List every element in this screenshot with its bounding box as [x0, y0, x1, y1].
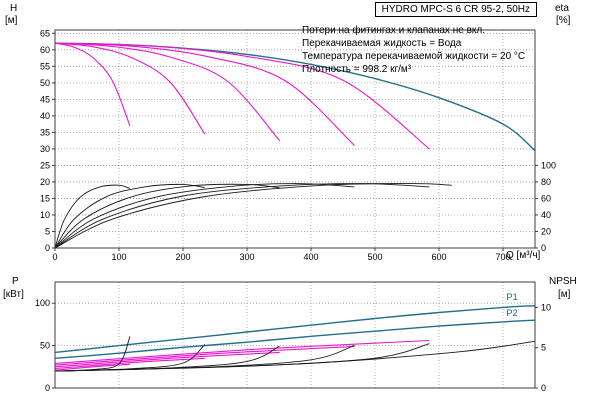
plot-frame — [54, 29, 536, 249]
grid-lines — [55, 30, 535, 248]
tick-labels: 0 5 10 15 20 25 30 35 40 45 50 55 60 65 0 20 40 60 80 100 0 1… — [40, 28, 556, 262]
curve-head-4-pumps — [55, 42, 355, 147]
eta-axis-unit: [%] — [556, 15, 571, 26]
curve-group — [55, 305, 535, 372]
annotation-P2: P2 — [506, 308, 518, 319]
curve-head-2-pumps — [55, 42, 206, 135]
curve-efficiency-5-pumps — [55, 183, 430, 248]
y-tick-label: 100 — [35, 298, 50, 308]
x-tick-label: 700 — [495, 252, 510, 262]
y-tick-label: 20 — [40, 177, 50, 187]
x-tick-label: 300 — [239, 252, 254, 262]
x-tick-label: 400 — [303, 252, 318, 262]
y-tick-label: 50 — [40, 78, 50, 88]
y2-tick-label: 80 — [541, 177, 551, 187]
flow-axis-label: Q [м³/ч] — [506, 250, 541, 261]
y-tick-label: 30 — [40, 144, 50, 154]
x-tick-label: 100 — [111, 252, 126, 262]
y-tick-label: 35 — [40, 127, 50, 137]
note-line-density: Плотность = 998.2 кг/м³ — [302, 64, 412, 75]
curve-efficiency-1-pump — [55, 184, 131, 248]
y2-tick-label: 0 — [541, 383, 546, 393]
note-line-temperature: Температура перекачиваемой жидкости = 20… — [302, 51, 526, 62]
curve-power-1-pump — [55, 363, 130, 371]
chart-title: HYDRO MPC-S 6 CR 95-2, 50Hz — [381, 4, 530, 15]
eta-axis-label: eta — [555, 3, 569, 14]
y-tick-label: 65 — [40, 28, 50, 38]
annotation-P1: P1 — [506, 292, 518, 303]
curve-npsh-6-pumps — [55, 340, 535, 372]
y-tick-label: 0 — [45, 383, 50, 393]
curve-head-5-pumps — [55, 42, 430, 150]
curve-power-3-pumps — [55, 351, 280, 368]
chart-title-box: HYDRO MPC-S 6 CR 95-2, 50Hz — [374, 2, 537, 17]
curve-efficiency-4-pumps — [55, 183, 355, 248]
head-axis-label: H — [10, 3, 18, 14]
y2-tick-label: 5 — [541, 343, 546, 353]
power-npsh-chart: 0 50 100 0 5 10 P1 P2 — [35, 281, 551, 393]
note-line-fittings: Потери на фитингах и клапанах не вкл. — [302, 25, 485, 36]
npsh-axis-label: NPSH — [549, 276, 577, 287]
curve-npsh-5-pumps — [55, 343, 430, 372]
x-tick-label: 600 — [431, 252, 446, 262]
npsh-axis-unit: [м] — [558, 289, 571, 300]
y-tick-label: 55 — [40, 61, 50, 71]
conditions-notes: Потери на фитингах и клапанах не вкл. Пе… — [302, 24, 525, 76]
curve-efficiency-3-pumps — [55, 183, 280, 248]
y2-tick-label: 20 — [541, 226, 551, 236]
curve-power-4-pumps — [55, 345, 355, 366]
power-axis-label: P — [12, 276, 19, 287]
head-axis-unit: [м] — [5, 15, 18, 26]
y2-tick-label: 100 — [541, 160, 556, 170]
x-tick-label: 200 — [175, 252, 190, 262]
grid-lines — [55, 282, 535, 388]
y-tick-label: 0 — [45, 243, 50, 253]
note-line-liquid: Перекачиваемая жидкость = Вода — [302, 38, 462, 49]
y-tick-label: 5 — [45, 226, 50, 236]
curve-p1-total-power — [55, 305, 535, 354]
curve-head-1-pump — [55, 42, 131, 127]
y-tick-label: 40 — [40, 111, 50, 121]
curve-efficiency-6-pumps — [55, 183, 452, 248]
y-tick-label: 15 — [40, 193, 50, 203]
y2-tick-label: 40 — [541, 210, 551, 220]
curve-group — [55, 42, 535, 248]
curve-efficiency-2-pumps — [55, 183, 205, 248]
plot-frame — [54, 281, 536, 389]
curve-power-5-pumps — [55, 339, 430, 364]
y2-tick-label: 10 — [541, 302, 551, 312]
x-tick-label: 500 — [367, 252, 382, 262]
y-tick-label: 25 — [40, 160, 50, 170]
curve-head-3-pumps — [55, 42, 281, 142]
y2-tick-label: 60 — [541, 193, 551, 203]
y-tick-label: 10 — [40, 210, 50, 220]
x-tick-label: 0 — [52, 252, 57, 262]
y-tick-label: 60 — [40, 45, 50, 55]
y2-tick-label: 0 — [541, 243, 546, 253]
tick-labels: 0 50 100 0 5 10 — [35, 298, 551, 393]
curve-p2-shaft-power — [55, 319, 535, 359]
power-axis-unit: [кВт] — [3, 289, 24, 300]
y-tick-label: 50 — [40, 341, 50, 351]
head-efficiency-chart: 0 5 10 15 20 25 30 35 40 45 50 55 60 65 0 20 40 60 80 100 0 1… — [40, 28, 556, 262]
y-tick-label: 45 — [40, 94, 50, 104]
curve-power-2-pumps — [55, 357, 205, 370]
